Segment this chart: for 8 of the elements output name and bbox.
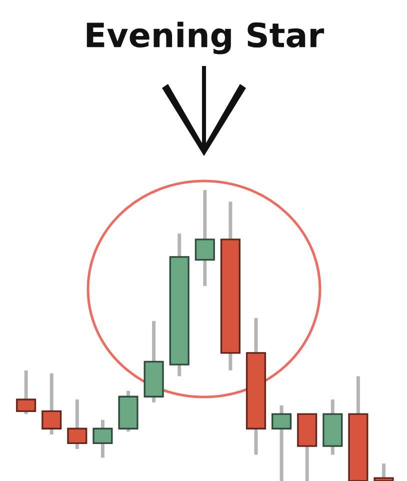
candlestick bbox=[194, 190, 215, 286]
chart-title: Evening Star bbox=[86, 22, 324, 54]
candlestick bbox=[374, 464, 394, 481]
candlestick bbox=[42, 373, 62, 434]
candlestick bbox=[92, 420, 113, 458]
candlestick bbox=[16, 370, 36, 414]
candlestick bbox=[67, 400, 88, 449]
candlestick bbox=[272, 405, 292, 481]
